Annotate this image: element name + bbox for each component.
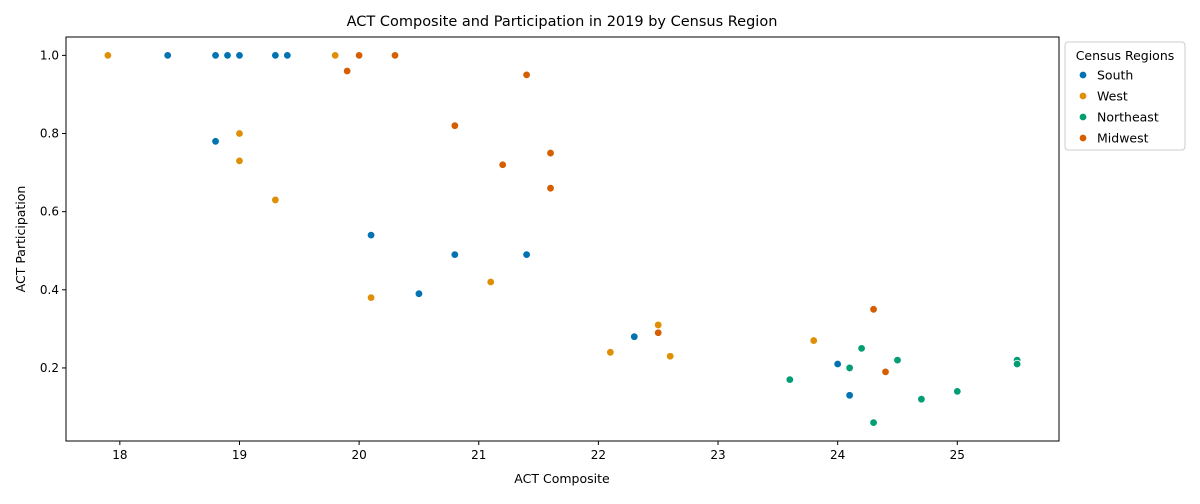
legend-item-midwest: Midwest <box>1078 131 1149 146</box>
data-point-midwest <box>869 305 878 314</box>
y-tick-label: 0.6 <box>40 205 59 219</box>
legend-marker <box>1078 91 1088 101</box>
y-tick-label: 0.8 <box>40 127 59 141</box>
y-tick-label: 0.4 <box>40 283 59 297</box>
data-point-midwest <box>390 51 400 60</box>
data-point-northeast <box>845 363 854 373</box>
data-point-northeast <box>1012 359 1022 369</box>
data-point-northeast <box>893 355 902 365</box>
data-point-west <box>366 293 376 302</box>
data-point-west <box>665 352 675 361</box>
x-axis: 18 19 20 21 22 23 24 25 <box>112 441 965 462</box>
data-point-south <box>235 51 244 60</box>
data-point-northeast <box>857 344 866 353</box>
data-point-midwest <box>498 160 507 169</box>
legend-marker <box>1078 112 1088 122</box>
data-point-west <box>271 195 280 205</box>
legend-label: West <box>1097 89 1128 104</box>
chart-title: ACT Composite and Participation in 2019 … <box>347 14 778 30</box>
data-point-midwest <box>522 70 531 80</box>
data-point-northeast <box>785 375 795 384</box>
series-midwest <box>342 51 890 377</box>
data-point-west <box>330 51 340 60</box>
x-tick-label: 25 <box>950 448 965 462</box>
data-point-south <box>450 250 460 259</box>
y-tick-label: 1.0 <box>40 48 59 62</box>
data-point-midwest <box>450 121 460 130</box>
data-point-northeast <box>917 394 926 404</box>
data-point-midwest <box>342 66 352 76</box>
x-tick-label: 24 <box>830 448 845 462</box>
y-axis-label: ACT Participation <box>13 186 28 293</box>
data-point-northeast <box>869 418 878 427</box>
legend-label: Northeast <box>1097 110 1159 125</box>
data-point-midwest <box>881 367 890 377</box>
data-point-south <box>163 51 172 60</box>
data-point-west <box>486 277 495 287</box>
data-point-west <box>654 320 663 330</box>
legend-marker <box>1078 70 1088 80</box>
data-point-south <box>366 230 376 240</box>
data-point-south <box>845 391 854 400</box>
legend-marker <box>1078 133 1088 143</box>
legend-label: Midwest <box>1097 131 1149 146</box>
x-tick-label: 23 <box>710 448 725 462</box>
x-axis-label: ACT Composite <box>514 471 610 486</box>
data-point-midwest <box>546 184 555 193</box>
series-south <box>163 51 854 400</box>
y-tick-label: 0.2 <box>40 361 59 375</box>
data-point-south <box>414 289 424 298</box>
data-point-south <box>833 359 842 369</box>
data-point-south <box>271 51 280 60</box>
legend-item-west: West <box>1078 89 1128 104</box>
x-tick-label: 20 <box>351 448 366 462</box>
legend-items: South West Northeast Midwest <box>1078 68 1159 146</box>
legend-item-northeast: Northeast <box>1078 110 1159 125</box>
data-point-midwest <box>654 328 663 337</box>
data-point-midwest <box>546 148 555 158</box>
data-point-midwest <box>354 51 364 60</box>
legend-label: South <box>1097 68 1133 83</box>
plot-area: 18 19 20 21 22 23 24 25 0.2 0.4 0.6 0.8 1.0 <box>40 36 1060 462</box>
x-tick-label: 22 <box>591 448 606 462</box>
data-point-south <box>522 250 531 259</box>
data-point-west <box>809 336 818 345</box>
data-point-west <box>606 348 615 357</box>
data-point-south <box>211 51 220 60</box>
series-west <box>103 51 818 361</box>
data-point-west <box>235 156 244 166</box>
data-point-south <box>630 332 639 341</box>
data-point-west <box>103 51 113 60</box>
legend-title: Census Regions <box>1076 48 1175 63</box>
plot-frame <box>65 36 1060 442</box>
data-points <box>103 51 1022 427</box>
legend-item-south: South <box>1078 68 1133 83</box>
x-tick-label: 21 <box>471 448 486 462</box>
data-point-south <box>223 51 232 60</box>
y-axis: 0.2 0.4 0.6 0.8 1.0 <box>40 48 66 375</box>
series-northeast <box>785 344 1022 427</box>
x-tick-label: 18 <box>112 448 127 462</box>
data-point-south <box>283 51 292 60</box>
legend: Census Regions South West Northeast Midwest <box>1064 41 1186 151</box>
x-tick-label: 19 <box>232 448 247 462</box>
data-point-west <box>235 129 244 138</box>
legend-frame <box>1064 41 1186 151</box>
data-point-south <box>211 137 220 146</box>
data-point-northeast <box>953 387 962 396</box>
